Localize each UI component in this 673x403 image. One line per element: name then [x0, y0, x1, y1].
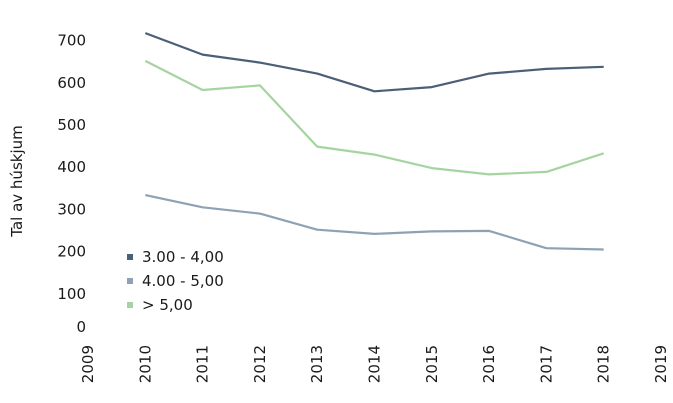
series-line-0 — [144, 32, 604, 93]
x-tick-label: 2017 — [537, 345, 555, 383]
y-tick-label: 400 — [57, 158, 86, 176]
x-tick-label: 2012 — [251, 345, 269, 383]
series-line-2 — [144, 59, 605, 176]
y-axis-tick-labels: 0 100 200 300 400 500 600 700 — [57, 32, 86, 336]
x-tick-label: 2009 — [79, 345, 97, 383]
x-tick-label: 2011 — [194, 345, 212, 383]
legend-swatch — [127, 278, 133, 284]
x-tick-label: 2016 — [480, 345, 498, 383]
legend-label: 3.00 - 4,00 — [142, 248, 224, 266]
x-tick-label: 2019 — [652, 345, 670, 383]
y-axis-title: Tal av húskjum — [8, 125, 26, 237]
series-line-1 — [145, 194, 604, 251]
x-tick-label: 2014 — [366, 345, 384, 383]
legend-swatch — [127, 302, 133, 308]
y-tick-label: 500 — [57, 116, 86, 134]
x-tick-label: 2015 — [423, 345, 441, 383]
y-tick-label: 700 — [57, 32, 86, 50]
series-lines — [144, 32, 605, 251]
legend-label: 4.00 - 5,00 — [142, 272, 224, 290]
x-axis-tick-labels: 2009 2010 2011 2012 2013 2014 2015 2016 2017 2018… — [79, 345, 670, 383]
x-tick-label: 2013 — [308, 345, 326, 383]
y-tick-label: 600 — [57, 74, 86, 92]
legend-label: > 5,00 — [142, 296, 193, 314]
y-tick-label: 300 — [57, 200, 86, 218]
y-tick-label: 200 — [57, 243, 86, 261]
legend-swatch — [127, 254, 133, 260]
y-tick-label: 0 — [76, 318, 86, 336]
y-tick-label: 100 — [57, 285, 86, 303]
legend: 3.00 - 4,00 4.00 - 5,00 > 5,00 — [127, 248, 224, 314]
x-tick-label: 2018 — [595, 345, 613, 383]
x-tick-label: 2010 — [136, 345, 154, 383]
